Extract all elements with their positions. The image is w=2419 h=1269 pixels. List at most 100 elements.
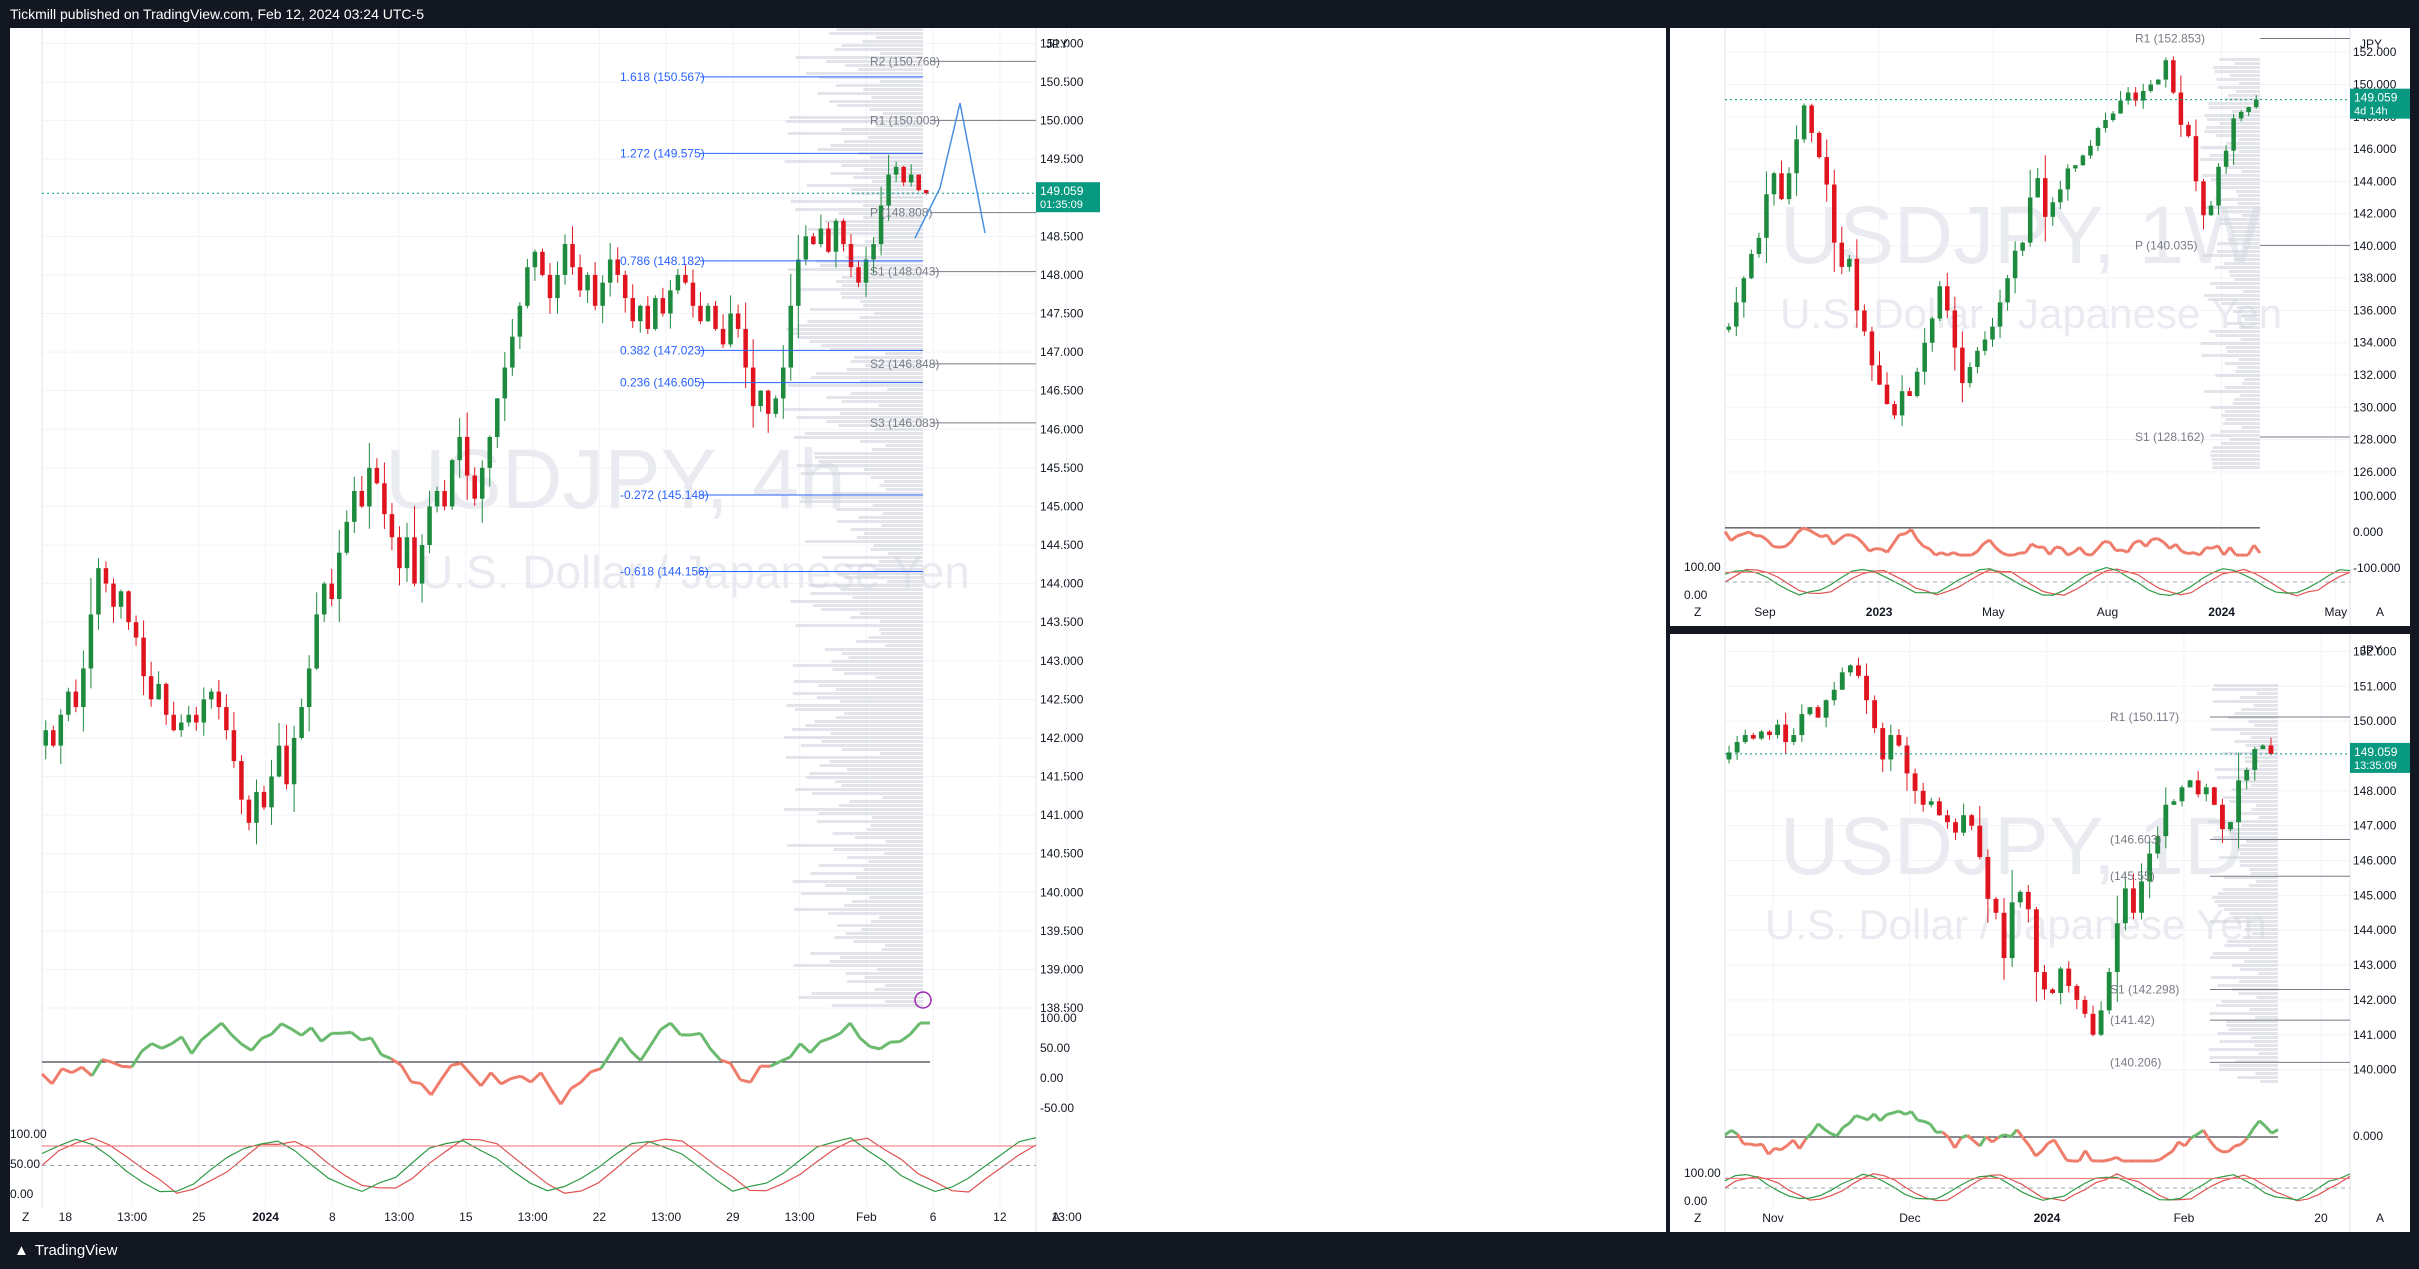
candle-body: [833, 220, 839, 252]
footer-brand[interactable]: TradingView: [34, 1242, 118, 1259]
volume-profile-bar: [793, 436, 923, 439]
osc-segment: [590, 1067, 602, 1074]
osc-segment: [809, 1040, 822, 1054]
volume-profile-bar: [2255, 748, 2278, 751]
osc-segment: [1910, 1110, 1919, 1122]
weekly-price-tick: 132.000: [2353, 368, 2397, 382]
osc-segment: [709, 1048, 722, 1062]
candle-body: [1880, 728, 1886, 760]
volume-profile-bar: [882, 112, 923, 115]
pivot-label: R2 (150.768): [870, 54, 940, 68]
daily-chart-svg[interactable]: 152.000151.000150.000149.000148.000147.0…: [1670, 634, 2410, 1232]
candle-body: [788, 305, 794, 368]
candle-body: [1892, 404, 1897, 416]
weekly-chart-svg[interactable]: 152.000150.000148.000146.000144.000142.0…: [1670, 28, 2410, 626]
osc-segment: [2096, 540, 2105, 550]
osc-segment: [510, 1074, 522, 1081]
volume-profile-bar: [846, 768, 923, 771]
rsi-tick: -50.00: [1040, 1101, 1074, 1115]
volume-profile-bar: [853, 272, 923, 275]
volume-profile-bar: [2224, 386, 2260, 389]
level-label: (145.55): [2110, 869, 2155, 883]
osc-segment: [720, 1058, 731, 1065]
candle-body: [893, 166, 899, 175]
candle-body: [1862, 310, 1867, 332]
fib-label: 0.786 (148.182): [620, 254, 705, 268]
corner-a: A: [2376, 1211, 2384, 1225]
candle-body: [690, 282, 696, 306]
candle-body: [2155, 836, 2161, 854]
volume-profile-bar: [2209, 1012, 2278, 1015]
candle-body: [1993, 898, 1999, 913]
volume-profile-bar: [2210, 454, 2260, 457]
candle-body: [2027, 197, 2033, 243]
osc-segment: [2126, 542, 2136, 553]
volume-profile-bar: [2219, 58, 2260, 61]
main-chart-svg[interactable]: 151.000150.500150.000149.500149.000148.5…: [10, 28, 1666, 1232]
candle-body: [1764, 194, 1769, 238]
osc-segment: [1917, 1118, 1925, 1123]
main-price-tick: 145.000: [1040, 499, 1084, 513]
candle-body: [171, 714, 176, 731]
candle-body: [630, 298, 636, 322]
volume-profile-bar: [840, 588, 923, 591]
osc-segment: [1879, 1113, 1888, 1122]
volume-profile-bar: [2208, 106, 2260, 109]
volume-profile-bar: [885, 444, 923, 447]
osc-segment: [2258, 1119, 2267, 1128]
volume-profile-bar: [816, 820, 923, 823]
volume-profile-bar: [2232, 162, 2260, 165]
tradingview-logo-icon: ▲: [14, 1242, 29, 1259]
volume-profile-bar: [2213, 66, 2260, 69]
osc-segment: [2234, 1143, 2242, 1148]
candle-body: [2065, 168, 2071, 190]
volume-profile-bar: [854, 356, 923, 359]
osc-segment: [1886, 542, 1895, 554]
main-chart-panel[interactable]: 151.000150.500150.000149.500149.000148.5…: [10, 28, 1666, 1232]
candle-body: [2074, 985, 2080, 1000]
volume-profile-bar: [2249, 1008, 2278, 1011]
osc-segment: [1928, 547, 1937, 557]
candle-body: [705, 305, 711, 322]
daily-chart-panel[interactable]: 152.000151.000150.000149.000148.000147.0…: [1670, 634, 2410, 1232]
volume-profile-bar: [816, 696, 923, 699]
main-time-tick: Feb: [856, 1210, 877, 1224]
volume-profile-bar: [2211, 406, 2260, 409]
volume-profile-bar: [837, 572, 923, 575]
osc-segment: [170, 1035, 183, 1045]
candle-body: [291, 737, 297, 785]
volume-profile-bar: [876, 968, 923, 971]
candle-body: [2017, 891, 2023, 903]
fib-label: 1.618 (150.567): [620, 70, 705, 84]
osc-segment: [1798, 1138, 1808, 1150]
volume-profile-bar: [879, 52, 923, 55]
pivot-label: R1 (150.003): [870, 113, 940, 127]
volume-profile-bar: [875, 676, 923, 679]
main-price-tick: 148.000: [1040, 268, 1084, 282]
candle-body: [1922, 342, 1927, 372]
volume-profile-bar: [884, 852, 923, 855]
volume-profile-bar: [2202, 254, 2260, 257]
publish-line: Tickmill published on TradingView.com, F…: [10, 6, 424, 22]
main-price-tick: 148.500: [1040, 229, 1084, 243]
candle-body: [1884, 384, 1890, 405]
volume-profile-bar: [2215, 134, 2260, 137]
volume-profile-bar: [853, 940, 923, 943]
candle-body: [675, 274, 681, 291]
weekly-chart-panel[interactable]: 152.000150.000148.000146.000144.000142.0…: [1670, 28, 2410, 626]
main-countdown: 01:35:09: [1040, 199, 1083, 211]
osc-segment: [2115, 1156, 2124, 1163]
candle-body: [276, 745, 282, 777]
main-price-tick: 142.000: [1040, 731, 1084, 745]
candle-body: [344, 521, 350, 553]
candle-body: [1899, 391, 1905, 416]
volume-profile-bar: [882, 252, 923, 255]
osc-segment: [111, 1060, 123, 1068]
osc-segment: [2084, 1149, 2093, 1162]
volume-profile-bar: [2241, 314, 2260, 317]
volume-profile-bar: [830, 732, 923, 735]
volume-profile-bar: [828, 912, 923, 915]
osc-segment: [1988, 539, 1997, 549]
osc-segment: [1928, 1122, 1938, 1134]
volume-profile-bar: [804, 540, 923, 543]
